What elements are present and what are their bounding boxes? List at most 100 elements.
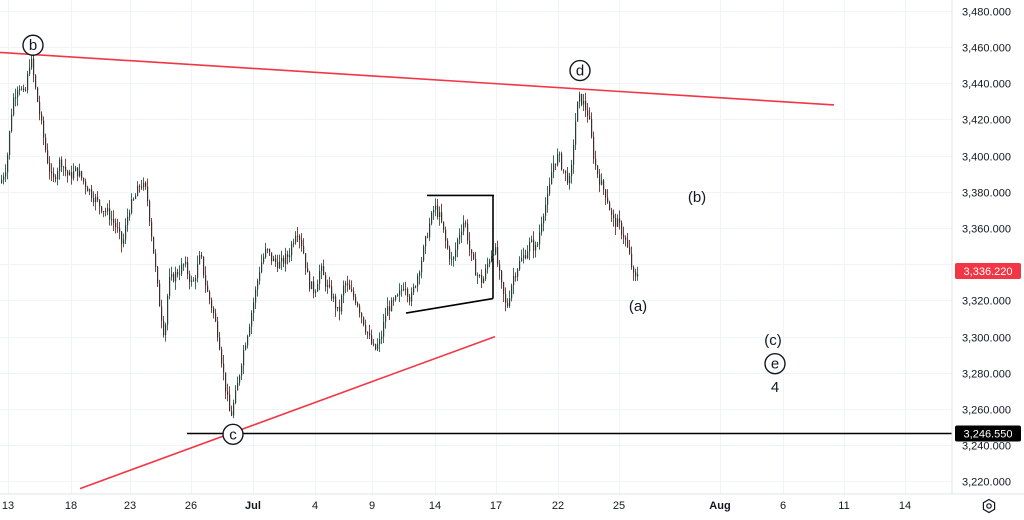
candle-body <box>25 90 26 91</box>
candle-body <box>337 307 338 309</box>
candle-body <box>431 213 432 224</box>
candle-body <box>127 217 128 226</box>
time-tick-label: 22 <box>552 500 564 512</box>
candle-body <box>387 306 388 315</box>
candle-body <box>99 200 100 207</box>
candle-body <box>217 321 218 337</box>
candle-body <box>255 289 256 302</box>
candle-body <box>57 171 58 179</box>
candle-body <box>325 275 326 287</box>
candle-body <box>261 262 262 272</box>
wave-label: (a) <box>629 298 647 315</box>
candle-body <box>503 282 504 294</box>
candle-body <box>627 240 628 248</box>
candle-body <box>623 235 624 238</box>
candle-body <box>515 276 516 277</box>
candle-body <box>31 59 32 68</box>
candle-body <box>201 255 202 257</box>
candle-body <box>161 306 162 320</box>
candle-body <box>77 167 78 176</box>
candle-body <box>471 249 472 253</box>
candle-body <box>479 275 480 276</box>
candle-body <box>605 189 606 197</box>
candle-body <box>439 212 440 217</box>
candle-body <box>447 241 448 249</box>
candle-body <box>495 247 496 254</box>
candle-body <box>557 154 558 165</box>
wave-label: (c) <box>764 332 782 349</box>
price-tick-label: 3,260.000 <box>962 405 1011 417</box>
candle-body <box>327 285 328 287</box>
candle-body <box>125 225 126 239</box>
candle-body <box>543 216 544 224</box>
candle-body <box>571 165 572 176</box>
candle-body <box>319 271 320 284</box>
candle-body <box>159 283 160 306</box>
candle-body <box>583 101 584 105</box>
candle-body <box>263 257 264 262</box>
candle-body <box>15 97 16 98</box>
candle-body <box>475 259 476 275</box>
candle-body <box>165 325 166 335</box>
candle-body <box>155 253 156 267</box>
candle-body <box>257 281 258 290</box>
candle-body <box>481 275 482 283</box>
candle-body <box>53 173 54 177</box>
candle-body <box>189 274 190 282</box>
candle-body <box>545 205 546 216</box>
time-tick-label: 26 <box>185 500 197 512</box>
candle-body <box>385 316 386 322</box>
candle-body <box>35 75 36 87</box>
current-price-label: 3,336.220 <box>964 266 1013 278</box>
candle-body <box>205 275 206 285</box>
candle-body <box>219 337 220 349</box>
candle-body <box>67 171 68 175</box>
candle-body <box>591 119 592 137</box>
wave-label: 4 <box>771 379 779 396</box>
candle-body <box>1 180 2 183</box>
candle-body <box>597 166 598 175</box>
candle-body <box>533 240 534 251</box>
price-tick-label: 3,220.000 <box>962 477 1011 489</box>
candle-body <box>105 211 106 212</box>
candle-body <box>511 285 512 298</box>
candle-body <box>133 199 134 200</box>
candle-body <box>203 257 204 275</box>
candle-body <box>499 264 500 270</box>
candle-body <box>579 94 580 102</box>
candle-body <box>355 297 356 303</box>
candle-body <box>443 222 444 230</box>
candle-body <box>403 289 404 290</box>
candle-body <box>89 189 90 191</box>
candle-body <box>163 321 164 335</box>
candle-body <box>113 219 114 223</box>
candle-body <box>213 308 214 313</box>
candle-body <box>509 298 510 306</box>
candle-body <box>253 302 254 313</box>
candle-body <box>489 261 490 264</box>
chart-settings-button[interactable] <box>978 496 1000 516</box>
candle-body <box>291 244 292 255</box>
candle-body <box>171 274 172 277</box>
price-tick-label: 3,440.000 <box>962 79 1011 91</box>
candle-body <box>221 349 222 363</box>
candle-body <box>453 257 454 259</box>
time-tick-label: 6 <box>780 500 786 512</box>
candle-body <box>209 292 210 300</box>
candle-body <box>423 247 424 261</box>
candle-body <box>433 210 434 213</box>
wave-label: (b) <box>688 189 706 206</box>
candle-body <box>153 237 154 254</box>
candle-body <box>575 122 576 145</box>
candle-body <box>37 88 38 102</box>
candle-body <box>491 256 492 261</box>
wave-label: c <box>229 426 237 443</box>
candle-body <box>459 235 460 240</box>
candle-body <box>71 172 72 178</box>
candle-body <box>13 98 14 115</box>
candle-body <box>157 267 158 283</box>
candle-body <box>61 160 62 167</box>
candle-body <box>375 344 376 349</box>
